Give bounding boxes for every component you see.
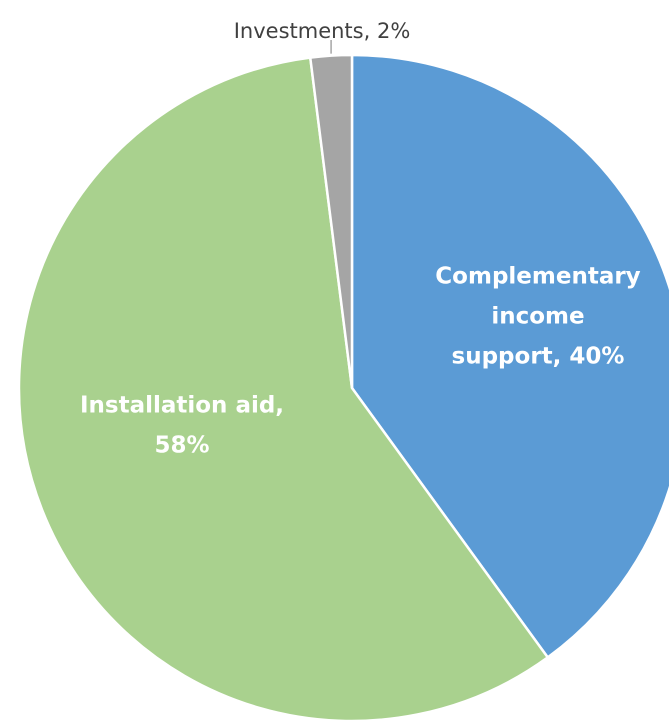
data-label-line: 58% [154, 433, 209, 459]
pie-labels: Complementary income support, 40% Installat… [80, 19, 641, 459]
pie-slice-investments [308, 53, 354, 389]
data-label-line: income [491, 304, 584, 330]
data-label-investments: Investments, 2% [234, 19, 411, 43]
data-label-complementary-income-support: Complementary income support, 40% [435, 264, 640, 370]
data-label-line: Installation aid, [80, 393, 284, 419]
data-label-line: Complementary [435, 264, 640, 290]
data-label-installation-aid: Installation aid, 58% [80, 393, 284, 459]
pie-slices [17, 53, 669, 721]
pie-slice-installation-aid [17, 56, 550, 721]
data-label-line: Investments, 2% [234, 19, 411, 43]
data-label-line: support, 40% [452, 344, 625, 370]
